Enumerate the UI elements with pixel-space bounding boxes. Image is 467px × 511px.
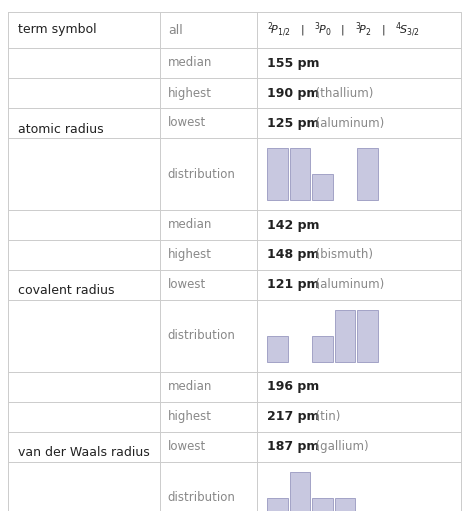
Text: 148 pm: 148 pm (267, 248, 319, 262)
Text: 121 pm: 121 pm (267, 278, 319, 291)
Bar (334, 310, 355, 362)
Bar (267, 498, 288, 511)
Bar (267, 148, 288, 200)
Text: atomic radius: atomic radius (18, 123, 104, 135)
Text: term symbol: term symbol (18, 24, 97, 36)
Text: 142 pm: 142 pm (267, 219, 319, 231)
Text: distribution: distribution (168, 492, 236, 504)
Text: lowest: lowest (168, 440, 206, 453)
Bar (267, 336, 288, 362)
Text: (bismuth): (bismuth) (308, 248, 373, 262)
Text: 196 pm: 196 pm (267, 381, 319, 393)
Text: lowest: lowest (168, 117, 206, 129)
Bar (357, 310, 378, 362)
Text: 187 pm: 187 pm (267, 440, 319, 453)
Bar (312, 498, 333, 511)
Text: (aluminum): (aluminum) (308, 278, 384, 291)
Text: 155 pm: 155 pm (267, 57, 319, 69)
Text: highest: highest (168, 248, 212, 262)
Text: highest: highest (168, 410, 212, 424)
Text: (gallium): (gallium) (308, 440, 368, 453)
Bar (334, 498, 355, 511)
Text: median: median (168, 381, 212, 393)
Bar (290, 148, 310, 200)
Text: 217 pm: 217 pm (267, 410, 319, 424)
Text: (aluminum): (aluminum) (308, 117, 384, 129)
Bar (290, 472, 310, 511)
Text: 125 pm: 125 pm (267, 117, 319, 129)
Text: all: all (168, 24, 183, 36)
Text: distribution: distribution (168, 330, 236, 342)
Text: (thallium): (thallium) (308, 86, 373, 100)
Text: (tin): (tin) (308, 410, 340, 424)
Bar (312, 336, 333, 362)
Text: median: median (168, 57, 212, 69)
Text: 190 pm: 190 pm (267, 86, 319, 100)
Text: van der Waals radius: van der Waals radius (18, 447, 150, 459)
Bar (312, 174, 333, 200)
Text: $^2\!P_{1/2}$   |   $^3\!P_0$   |   $^3\!P_2$   |   $^4\!S_{3/2}$: $^2\!P_{1/2}$ | $^3\!P_0$ | $^3\!P_2$ | … (267, 21, 420, 39)
Bar (357, 148, 378, 200)
Text: distribution: distribution (168, 168, 236, 180)
Text: lowest: lowest (168, 278, 206, 291)
Text: median: median (168, 219, 212, 231)
Text: highest: highest (168, 86, 212, 100)
Text: covalent radius: covalent radius (18, 285, 114, 297)
